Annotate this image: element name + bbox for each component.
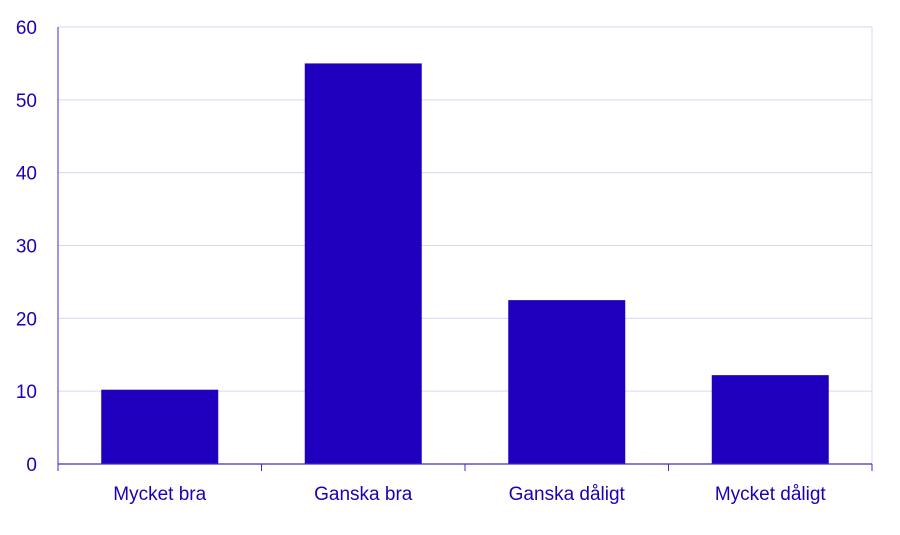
y-tick-labels: 0 10 20 30 40 50 60 [16, 18, 37, 476]
y-tick-label: 20 [16, 309, 37, 330]
y-tick-label: 10 [16, 382, 37, 403]
y-tick-label: 60 [16, 18, 37, 39]
category-label: Ganska dåligt [509, 484, 626, 505]
category-label: Mycket dåligt [715, 484, 827, 505]
x-tick-marks [57, 464, 873, 471]
category-label: Ganska bra [314, 484, 413, 505]
bar [304, 63, 422, 465]
bar [508, 300, 626, 464]
y-tick-label: 0 [26, 455, 37, 476]
y-tick-label: 40 [16, 164, 37, 185]
y-tick-label: 30 [16, 237, 37, 258]
bar [711, 375, 829, 464]
category-label: Mycket bra [113, 484, 206, 505]
bar [101, 389, 219, 464]
y-tick-label: 50 [16, 91, 37, 112]
bars [101, 63, 829, 465]
category-labels: Mycket bra Ganska bra Ganska dåligt Mycket … [113, 484, 826, 505]
